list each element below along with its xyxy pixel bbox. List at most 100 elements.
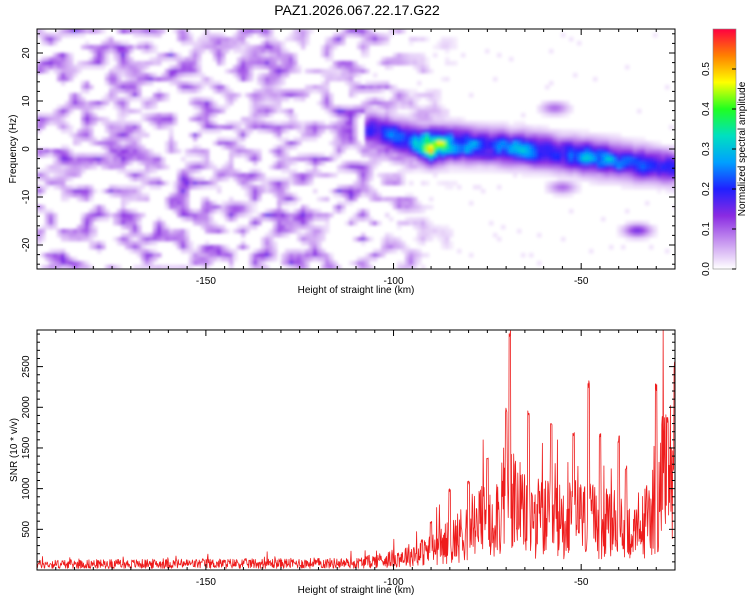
spectrogram-cell <box>297 217 302 222</box>
spectrogram-cell <box>137 41 142 46</box>
spectrogram-cell <box>445 113 450 118</box>
spectrogram-cell <box>233 213 238 218</box>
spectrogram-cell <box>49 221 54 226</box>
spectrogram-cell <box>285 185 290 190</box>
spectrogram-cell <box>429 165 434 170</box>
spectrogram-cell <box>313 217 318 222</box>
spectrogram-cell <box>85 41 90 46</box>
spectrogram-cell <box>41 265 46 269</box>
spectrogram-cell <box>285 49 290 54</box>
spectrogram-cell <box>429 89 434 94</box>
spectrogram-cell <box>301 225 306 230</box>
spectrogram-cell <box>545 165 550 170</box>
spectrogram-cell <box>513 157 518 162</box>
spectrogram-cell <box>141 253 146 258</box>
spectrogram-cell <box>189 69 194 74</box>
spectrogram-cell <box>317 69 322 74</box>
spectrogram-cell <box>533 173 538 178</box>
spectrogram-cell <box>309 137 314 142</box>
spectrogram-cell <box>301 237 306 242</box>
spectrogram-cell <box>209 249 214 254</box>
spectrogram-cell <box>653 161 658 166</box>
spectrogram-cell <box>193 89 198 94</box>
spectrogram-cell <box>317 173 322 178</box>
spectrogram-cell <box>309 169 314 174</box>
spectrogram-cell <box>305 129 310 134</box>
spectrogram-cell <box>201 177 206 182</box>
spectrogram-cell <box>561 101 566 106</box>
spectrogram-cell <box>665 153 670 158</box>
spectrogram-cell <box>65 121 70 126</box>
spectrogram-cell <box>125 169 130 174</box>
spectrogram-cell <box>373 257 378 262</box>
spectrogram-cell <box>229 209 234 214</box>
spectrogram-cell <box>221 37 226 42</box>
spectrogram-cell <box>241 49 246 54</box>
spectrogram-cell <box>277 165 282 170</box>
colorbar-label: Normalized spectral amplitude <box>737 81 748 216</box>
spectrogram-cell <box>121 49 126 54</box>
spectrogram-cell <box>281 153 286 158</box>
spectrogram-cell <box>385 41 390 46</box>
spectrogram-cell <box>461 169 466 174</box>
spectrogram-cell <box>441 121 446 126</box>
spectrogram-cell <box>153 61 158 66</box>
spectrogram-cell <box>453 125 458 130</box>
spectrogram-cell <box>281 161 286 166</box>
spectrogram-cell <box>245 61 250 66</box>
spectrogram-cell <box>285 165 290 170</box>
spectrogram-cell <box>121 165 126 170</box>
spectrogram-cell <box>113 45 118 50</box>
spectrogram-cell <box>209 129 214 134</box>
spectrogram-cell <box>625 149 630 154</box>
spectrogram-cell <box>81 233 86 238</box>
spectrogram-cell <box>205 153 210 158</box>
spectrogram-cell <box>213 45 218 50</box>
spectrogram-cell <box>269 61 274 66</box>
spectrogram-cell <box>473 165 478 170</box>
spectrogram-cell <box>569 209 574 214</box>
spectrogram-cell <box>257 169 262 174</box>
spectrogram-cell <box>665 173 670 178</box>
spectrogram-cell <box>157 113 162 118</box>
spectrogram-cell <box>97 217 102 222</box>
spectrogram-cell <box>429 225 434 230</box>
spectrogram-cell <box>293 117 298 122</box>
spectrogram-cell <box>649 141 654 146</box>
spectrogram-cell <box>141 265 146 269</box>
spectrogram-cell <box>429 197 434 202</box>
spectrogram-cell <box>357 161 362 166</box>
spectrogram-cell <box>109 45 114 50</box>
spectrogram-cell <box>345 65 350 70</box>
spectrogram-cell <box>193 153 198 158</box>
spectrogram-cell <box>461 53 466 58</box>
spectrogram-cell <box>321 73 326 78</box>
spectrogram-cell <box>441 161 446 166</box>
spectrogram-cell <box>553 113 558 118</box>
spectrogram-cell <box>365 33 370 38</box>
spectrogram-cell <box>229 169 234 174</box>
spectrogram-cell <box>297 65 302 70</box>
spectrogram-cell <box>129 145 134 150</box>
spectrogram-cell <box>413 221 418 226</box>
spectrogram-cell <box>349 185 354 190</box>
spectrogram-cell <box>541 101 546 106</box>
spectrogram-cell <box>133 129 138 134</box>
spectrogram-cell <box>149 241 154 246</box>
spectrogram-cell <box>509 129 514 134</box>
spectrogram-cell <box>461 157 466 162</box>
spectrogram-cell <box>253 249 258 254</box>
spectrogram-cell <box>401 245 406 250</box>
spectrogram-cell <box>277 213 282 218</box>
spectrogram-cell <box>329 45 334 50</box>
spectrogram-cell <box>105 129 110 134</box>
spectrogram-cell <box>513 165 518 170</box>
spectrogram-cell <box>317 213 322 218</box>
spectrogram-cell <box>121 185 126 190</box>
spectrogram-cell <box>421 181 426 186</box>
spectrogram-cell <box>341 61 346 66</box>
spectrogram-cell <box>185 233 190 238</box>
spectrogram-cell <box>345 193 350 198</box>
